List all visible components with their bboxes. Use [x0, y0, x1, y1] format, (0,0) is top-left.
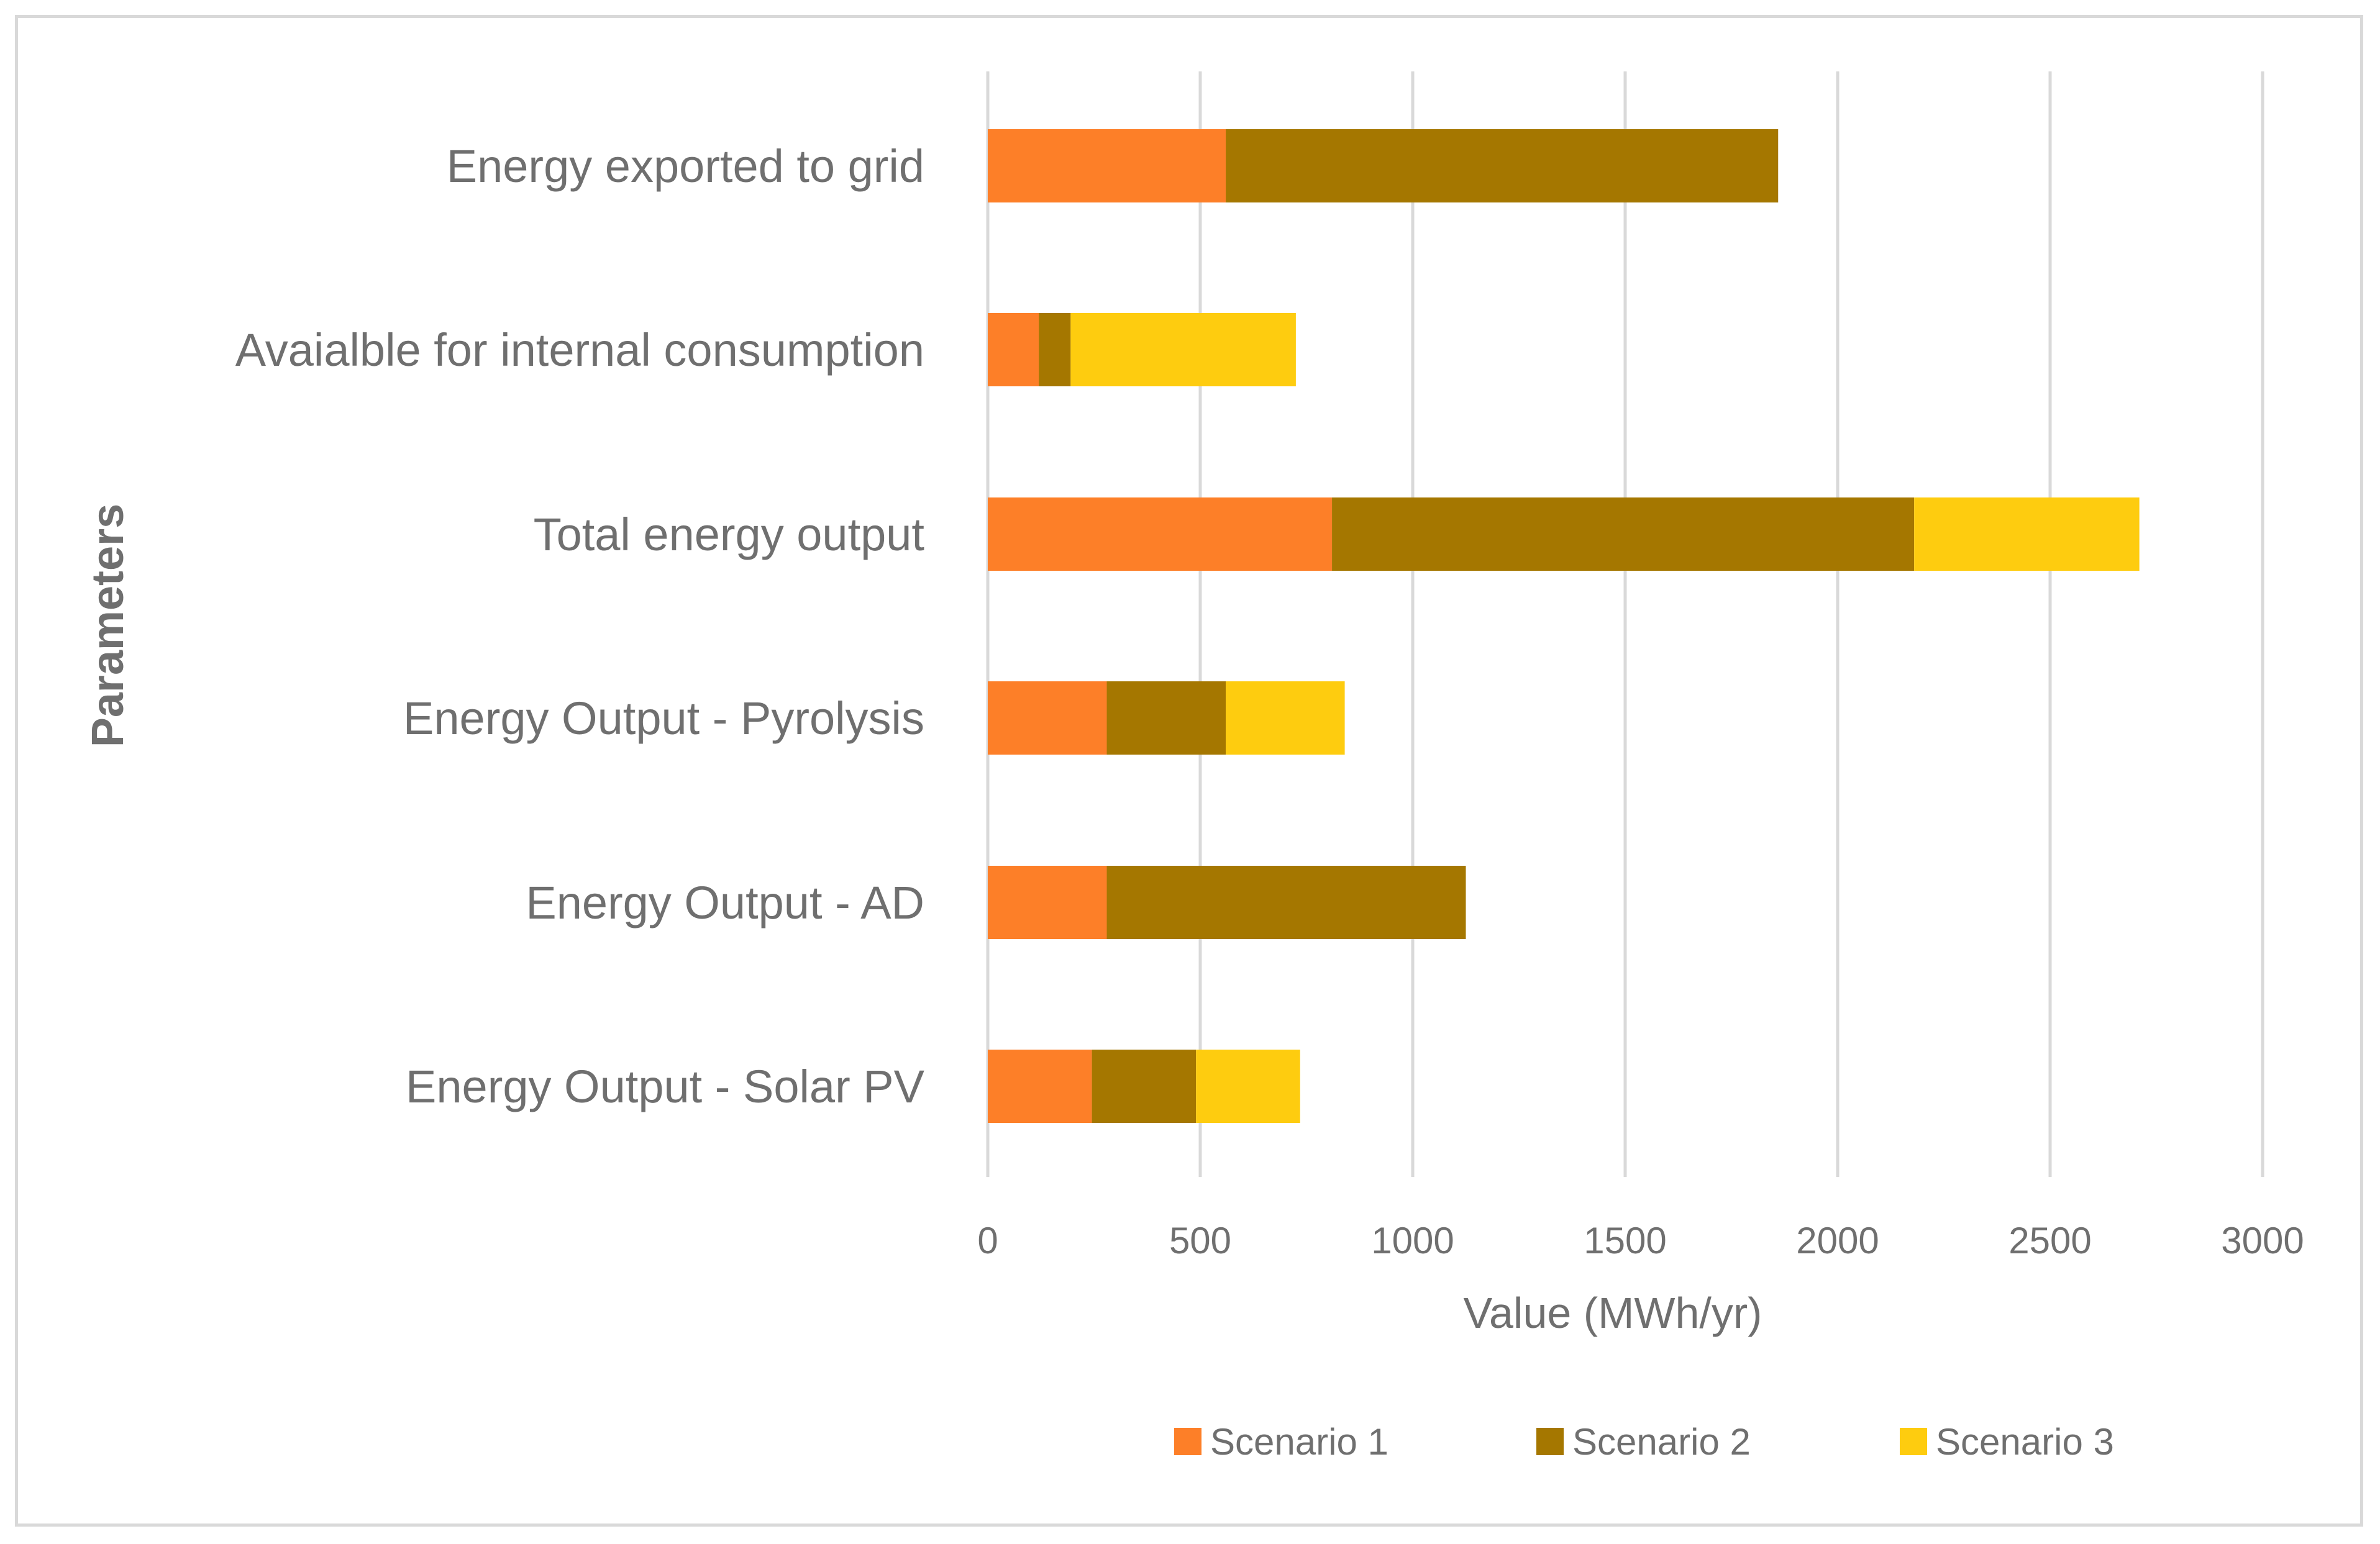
category-label: Energy Output - AD	[526, 877, 924, 929]
category-labels: Energy exported to grid Avaialble for int…	[235, 140, 925, 1112]
bar-segment	[988, 497, 1333, 571]
x-tick-label: 3000	[2221, 1220, 2304, 1261]
legend-label: Scenario 1	[1210, 1421, 1388, 1463]
x-tick-label: 1500	[1584, 1220, 1666, 1261]
x-axis-title: Value (MWh/yr)	[1464, 1289, 1762, 1337]
bar-segment	[1914, 497, 2140, 571]
bar-segment	[1039, 313, 1071, 386]
bar-segment	[1106, 681, 1226, 755]
x-tick-label: 0	[977, 1220, 998, 1261]
legend: Scenario 1 Scenario 2 Scenario 3	[1174, 1421, 2114, 1463]
legend-swatch	[1900, 1428, 1927, 1455]
legend-swatch	[1174, 1428, 1201, 1455]
bar-segment	[1196, 1050, 1300, 1123]
bar-segment	[1070, 313, 1296, 386]
bar-segment	[988, 866, 1107, 939]
bar-segment	[1226, 129, 1779, 202]
bars	[988, 129, 2140, 1123]
legend-label: Scenario 2	[1572, 1421, 1751, 1463]
x-tick-label: 2000	[1796, 1220, 1879, 1261]
x-tick-label: 1000	[1371, 1220, 1454, 1261]
bar-segment	[1092, 1050, 1197, 1123]
legend-label: Scenario 3	[1936, 1421, 2114, 1463]
bar-segment	[988, 681, 1107, 755]
bar-segment	[1226, 681, 1345, 755]
category-label: Energy Output - Pyrolysis	[403, 693, 924, 744]
category-label: Total energy output	[534, 509, 925, 560]
x-tick-labels: 0 500 1000 1500 2000 2500 3000	[977, 1220, 2304, 1261]
bar-segment	[1106, 866, 1466, 939]
x-tick-label: 500	[1169, 1220, 1231, 1261]
bar-segment	[988, 129, 1226, 202]
x-tick-label: 2500	[2008, 1220, 2091, 1261]
bar-segment	[988, 313, 1039, 386]
chart-frame	[15, 15, 2363, 1527]
bar-segment	[1332, 497, 1915, 571]
category-label: Avaialble for internal consumption	[235, 324, 924, 376]
bar-segment	[988, 1050, 1092, 1123]
category-label: Energy Output - Solar PV	[406, 1061, 925, 1112]
gridlines	[986, 71, 2264, 1177]
legend-swatch	[1536, 1428, 1564, 1455]
y-axis-title: Parameters	[83, 504, 133, 747]
category-label: Energy exported to grid	[447, 140, 924, 192]
